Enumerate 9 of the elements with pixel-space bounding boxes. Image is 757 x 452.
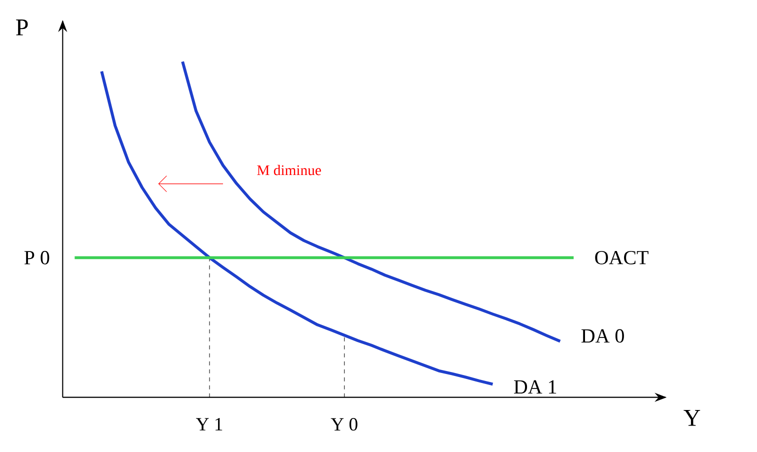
text: P 0 [24, 250, 50, 264]
x-axis-title: Y [684, 410, 700, 426]
annotation: M diminue [257, 164, 321, 176]
series-label: OACT [595, 250, 648, 264]
y-axis-title: P [16, 20, 28, 36]
series-label: DA 1 [514, 380, 556, 394]
series-label: DA 0 [581, 329, 624, 343]
x-tick-label: Y 1 [196, 418, 222, 430]
x-tick-label: Y 0 [330, 418, 358, 431]
